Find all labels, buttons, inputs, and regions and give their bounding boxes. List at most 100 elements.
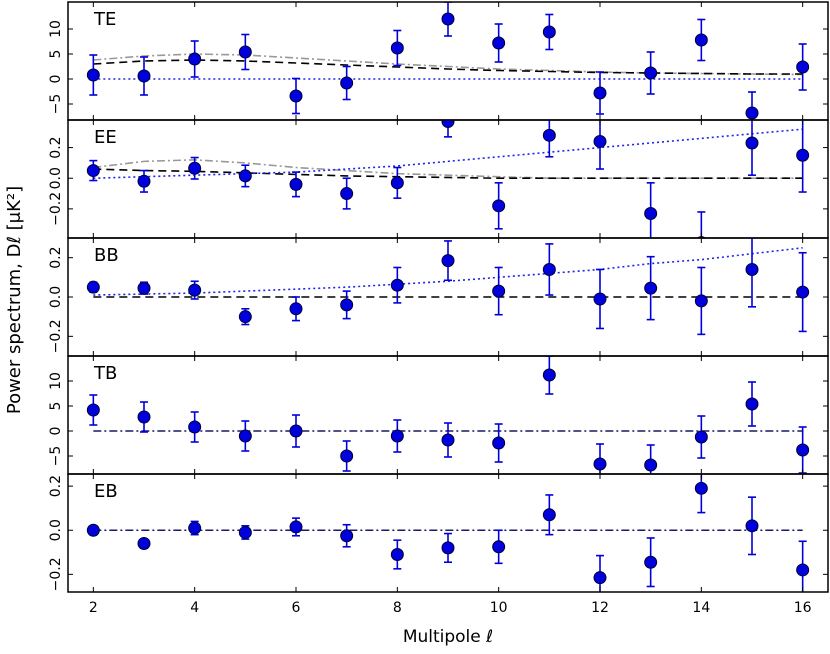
y-tick-label: −0.2: [48, 192, 64, 226]
x-tick-label: 6: [292, 600, 301, 616]
y-tick-label: 0.0: [48, 167, 64, 189]
data-point: [86, 68, 100, 82]
data-point: [492, 36, 506, 50]
data-point: [289, 424, 303, 438]
x-tick-label: 16: [794, 600, 812, 616]
data-point: [137, 536, 151, 550]
data-point: [441, 120, 455, 129]
data-point: [137, 69, 151, 83]
y-tick-label: 0: [48, 427, 64, 436]
x-axis-label: Multipole ℓ: [403, 627, 493, 647]
data-point: [289, 89, 303, 103]
data-point: [644, 555, 658, 569]
panel-label: EE: [94, 127, 117, 148]
data-point: [86, 164, 100, 178]
panel: [86, 356, 810, 474]
x-tick-label: 4: [190, 600, 199, 616]
y-tick-label: 10: [48, 372, 64, 390]
data-point: [86, 403, 100, 417]
data-point: [188, 161, 202, 175]
data-point: [694, 430, 708, 444]
model-line: [93, 53, 803, 76]
x-tick-label: 2: [89, 600, 98, 616]
y-tick-label: 5: [48, 50, 64, 59]
data-point: [390, 41, 404, 55]
y-tick-label: 0.0: [48, 519, 64, 541]
data-point: [745, 519, 759, 533]
data-point: [441, 541, 455, 555]
data-point: [441, 12, 455, 26]
data-point: [542, 128, 556, 142]
data-point: [289, 177, 303, 191]
data-point: [188, 283, 202, 297]
panel: [86, 2, 810, 120]
data-point: [644, 281, 658, 295]
data-point: [390, 548, 404, 562]
data-point: [542, 25, 556, 39]
data-point: [137, 410, 151, 424]
y-tick-label: 0.0: [48, 286, 64, 308]
data-point: [86, 280, 100, 294]
y-tick-label: −0.2: [48, 319, 64, 353]
data-point: [745, 136, 759, 150]
data-point: [542, 508, 556, 522]
panel-frame: [67, 473, 829, 593]
y-axis-label: Power spectrum, Dℓ [μK²]: [4, 186, 25, 414]
model-line: [93, 168, 803, 180]
data-point: [289, 302, 303, 316]
y-tick-label: 0.2: [48, 475, 64, 497]
data-point: [593, 134, 607, 148]
model-line: [93, 128, 803, 180]
data-point: [593, 86, 607, 100]
data-point: [593, 292, 607, 306]
panel: [86, 474, 810, 592]
panel-label: BB: [94, 245, 119, 266]
panel-label: TB: [93, 363, 117, 384]
data-point: [492, 199, 506, 213]
data-point: [796, 443, 810, 457]
data-point: [796, 563, 810, 577]
data-point: [441, 433, 455, 447]
data-point: [340, 76, 354, 90]
data-point: [644, 206, 658, 220]
data-point: [188, 521, 202, 535]
data-point: [441, 254, 455, 268]
data-point: [188, 420, 202, 434]
data-point: [86, 523, 100, 537]
data-point: [745, 106, 759, 120]
data-point: [745, 262, 759, 276]
x-tick-label: 10: [490, 600, 508, 616]
model-line: [93, 59, 803, 75]
data-point: [390, 429, 404, 443]
data-point: [340, 187, 354, 201]
data-point: [340, 449, 354, 463]
x-tick-label: 12: [591, 600, 609, 616]
y-tick-label: −5: [48, 446, 64, 467]
y-tick-label: 0.2: [48, 247, 64, 269]
data-point: [644, 458, 658, 472]
panel-label: TE: [93, 9, 116, 30]
data-point: [238, 310, 252, 324]
data-point: [694, 33, 708, 47]
data-point: [289, 520, 303, 534]
data-point: [492, 284, 506, 298]
data-point: [137, 174, 151, 188]
data-point: [644, 66, 658, 80]
data-point: [238, 429, 252, 443]
data-point: [390, 278, 404, 292]
y-tick-label: 5: [48, 402, 64, 411]
panel-frame: [67, 119, 829, 239]
data-point: [390, 176, 404, 190]
x-tick-label: 14: [692, 600, 710, 616]
data-point: [694, 481, 708, 495]
y-tick-label: 0: [48, 75, 64, 84]
x-tick-label: 8: [393, 600, 402, 616]
data-point: [593, 571, 607, 585]
data-point: [542, 262, 556, 276]
data-point: [238, 45, 252, 59]
data-point: [188, 52, 202, 66]
y-tick-label: −0.2: [48, 557, 64, 591]
data-point: [340, 298, 354, 312]
data-point: [694, 294, 708, 308]
